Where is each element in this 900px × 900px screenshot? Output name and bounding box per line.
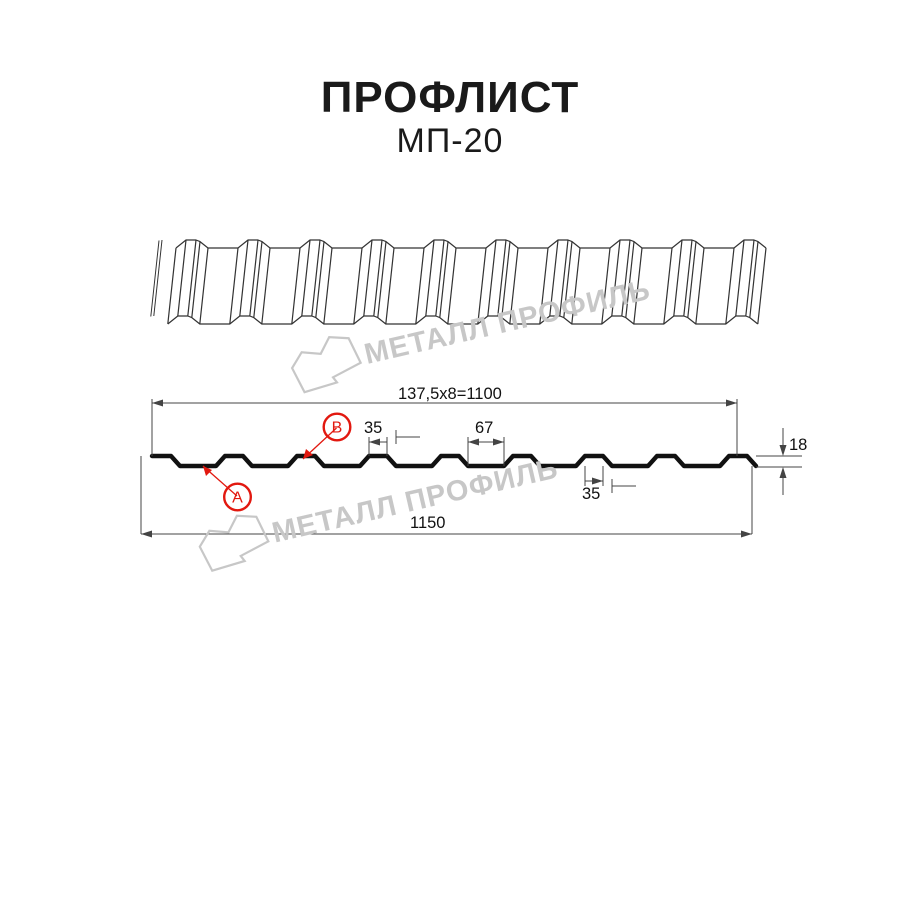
svg-text:137,5x8=1100: 137,5x8=1100 [398, 385, 502, 403]
svg-text:67: 67 [475, 419, 493, 437]
svg-text:35: 35 [582, 485, 600, 503]
svg-text:МЕТАЛЛ ПРОФИЛЬ: МЕТАЛЛ ПРОФИЛЬ [361, 274, 653, 371]
svg-text:18: 18 [789, 436, 807, 454]
svg-text:A: A [232, 490, 243, 507]
svg-text:35: 35 [364, 419, 382, 437]
svg-text:B: B [332, 420, 343, 437]
